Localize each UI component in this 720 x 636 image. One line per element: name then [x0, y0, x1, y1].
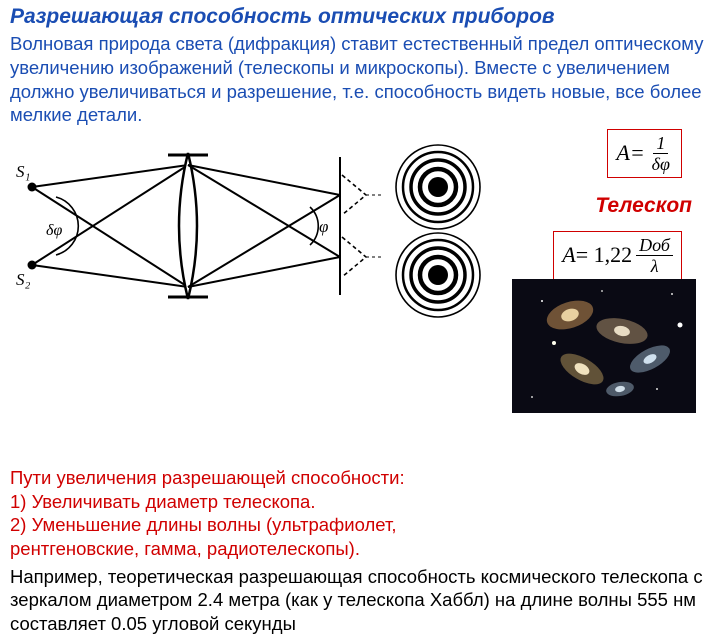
example-text: Например, теоретическая разрешающая спос… [0, 561, 720, 636]
airy-pattern-bottom [396, 233, 480, 317]
telescope-label: Телескоп [595, 193, 692, 219]
formula2-den: λ [648, 256, 662, 275]
way-2: 2) Уменьшение длины волны (ультрафиолет, [10, 513, 500, 537]
formula1-eq: = [630, 142, 645, 164]
formula2-eq: = 1,22 [576, 244, 632, 266]
formula-resolving-power: A = 1 δφ [607, 129, 682, 178]
ways-title: Пути увеличения разрешающей способности: [10, 466, 500, 490]
optics-diagram: S₁ S₂ δφ φ [10, 135, 490, 335]
formula1-fraction: 1 δφ [649, 134, 673, 173]
way-1: 1) Увеличивать диаметр телескопа. [10, 490, 500, 514]
formula-telescope: A = 1,22 Dоб λ [553, 231, 682, 280]
formula2-fraction: Dоб λ [636, 236, 673, 275]
phi-label: φ [319, 217, 328, 236]
formula1-lhs: A [616, 142, 629, 164]
formula2-lhs: A [562, 244, 575, 266]
page-title: Разрешающая способность оптических прибо… [0, 0, 720, 30]
s2-label: S₂ [16, 270, 31, 289]
dphi-label: δφ [46, 222, 62, 239]
airy-pattern-top [396, 145, 480, 229]
intro-text: Волновая природа света (дифракция) стави… [0, 30, 720, 127]
diagram-row: S₁ S₂ δφ φ [0, 131, 720, 336]
formula1-num: 1 [653, 134, 668, 154]
s1-label: S₁ [16, 162, 30, 181]
formula1-den: δφ [649, 154, 673, 173]
way-2b: рентгеновские, гамма, радиотелескопы). [10, 537, 500, 561]
galaxy-image [512, 279, 696, 413]
formula2-num: Dоб [636, 236, 673, 256]
ways-block: Пути увеличения разрешающей способности:… [0, 336, 510, 561]
